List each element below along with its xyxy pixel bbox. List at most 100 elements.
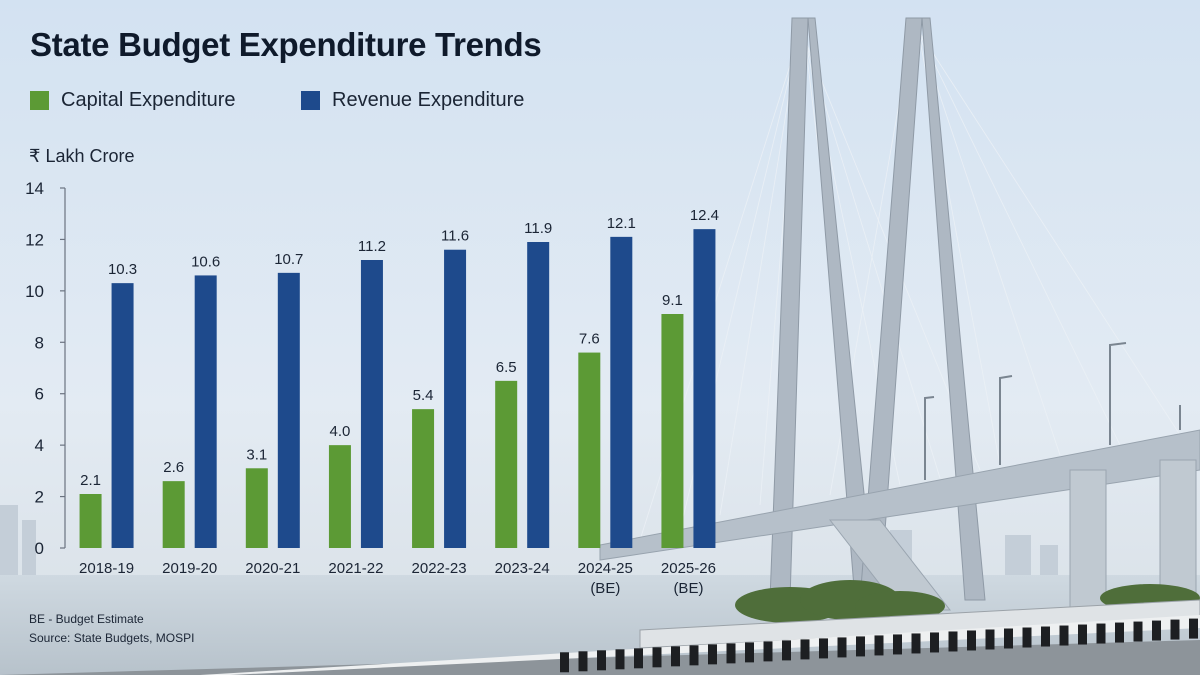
label-capital-6: 7.6	[579, 331, 600, 348]
legend-swatch-revenue	[301, 91, 320, 110]
y-tick-label: 10	[25, 282, 44, 301]
guardrail-post	[837, 637, 847, 658]
bar-revenue-4	[444, 249, 467, 548]
bar-revenue-3	[360, 260, 383, 548]
chart-title: State Budget Expenditure Trends	[30, 26, 542, 63]
guardrail-post	[967, 630, 976, 651]
x-tick-label: 2022-23	[412, 560, 467, 577]
footnote-source: Source: State Budgets, MOSPI	[29, 631, 195, 645]
label-capital-4: 5.4	[413, 387, 434, 404]
y-tick-label: 2	[35, 488, 44, 507]
legend-label-revenue: Revenue Expenditure	[332, 89, 525, 111]
guardrail-post	[1189, 618, 1198, 639]
y-tick-label: 8	[35, 333, 44, 352]
y-axis: 0 2 4 6 8 10 12 14	[25, 179, 66, 558]
guardrail-post	[689, 645, 699, 666]
guardrail-post	[985, 629, 995, 650]
bar-revenue-1	[194, 275, 217, 548]
label-revenue-3: 11.2	[358, 238, 386, 255]
guardrail-post	[1041, 626, 1050, 647]
bar-capital-1	[162, 481, 185, 548]
y-tick-label: 0	[35, 539, 44, 558]
label-revenue-1: 10.6	[191, 253, 220, 270]
y-tick-label: 14	[25, 179, 44, 198]
x-tick-label: (BE)	[673, 580, 703, 597]
x-tick-label: 2021-22	[328, 560, 383, 577]
guardrail-post	[819, 638, 828, 659]
guardrail-post	[1078, 624, 1087, 645]
label-capital-5: 6.5	[496, 359, 517, 376]
label-capital-3: 4.0	[330, 423, 351, 440]
guardrail-post	[930, 632, 939, 653]
legend-label-capital: Capital Expenditure	[61, 89, 236, 111]
bar-capital-4	[412, 409, 435, 548]
label-revenue-0: 10.3	[108, 261, 137, 278]
bar-revenue-2	[277, 272, 300, 548]
label-capital-1: 2.6	[163, 459, 184, 476]
x-tick-label: 2023-24	[495, 560, 550, 577]
guardrail-post	[1096, 623, 1106, 644]
guardrail-post	[615, 649, 625, 670]
label-capital-7: 9.1	[662, 292, 683, 309]
guardrail-post	[726, 643, 736, 664]
bar-capital-6	[578, 352, 601, 548]
guardrail-post	[782, 640, 791, 661]
guardrail-post	[745, 642, 754, 663]
footnotes: BE - Budget Estimate Source: State Budge…	[29, 610, 194, 648]
y-tick-label: 12	[25, 230, 44, 249]
guardrail-post	[1059, 625, 1069, 646]
guardrail-post	[1152, 620, 1161, 641]
footnote-be: BE - Budget Estimate	[29, 612, 144, 626]
guardrail-post	[856, 636, 865, 657]
guardrail-post	[560, 652, 569, 673]
guardrail-post	[652, 647, 662, 668]
bar-revenue-5	[527, 242, 550, 548]
label-revenue-4: 11.6	[441, 228, 469, 245]
label-capital-0: 2.1	[80, 472, 101, 489]
x-tick-label: 2020-21	[245, 560, 300, 577]
bar-capital-2	[245, 468, 268, 548]
bars	[79, 229, 716, 548]
guardrail-post	[708, 644, 717, 665]
guardrail-post	[893, 634, 902, 655]
label-revenue-6: 12.1	[607, 215, 636, 232]
guardrail-post	[1133, 621, 1143, 642]
bar-revenue-6	[610, 236, 633, 548]
guardrail-post	[1004, 628, 1013, 649]
label-capital-2: 3.1	[246, 446, 267, 463]
guardrail-post	[1170, 619, 1180, 640]
guardrail-post	[671, 646, 680, 667]
x-tick-label: (BE)	[590, 580, 620, 597]
label-revenue-7: 12.4	[690, 207, 719, 224]
y-tick-label: 6	[35, 385, 44, 404]
bar-revenue-0	[111, 283, 134, 548]
label-revenue-2: 10.7	[274, 251, 303, 268]
legend-swatch-capital	[30, 91, 49, 110]
guardrail-post	[800, 639, 810, 660]
bar-capital-0	[79, 494, 102, 548]
guardrail-post	[948, 631, 958, 652]
x-tick-label: 2025-26	[661, 560, 716, 577]
bar-capital-3	[328, 445, 351, 548]
guardrail-post	[911, 633, 921, 654]
label-revenue-5: 11.9	[524, 220, 552, 237]
guardrail-post	[1115, 622, 1124, 643]
y-tick-label: 4	[35, 436, 44, 455]
bar-revenue-7	[693, 229, 716, 548]
x-tick-label: 2024-25	[578, 560, 633, 577]
legend-item-capital: Capital Expenditure	[30, 89, 236, 112]
y-axis-unit-label: ₹ Lakh Crore	[29, 146, 135, 166]
guardrail-post	[763, 641, 773, 662]
bar-capital-5	[495, 380, 518, 548]
guardrail-post	[597, 650, 606, 671]
x-axis: 2018-19 2019-20 2020-21 2021-22 2022-23 2023-…	[79, 560, 716, 597]
data-labels: 2.1 10.3 2.6 10.6 3.1 10.7 4.0 11.2 5.4 11.6 6.5 11…	[80, 207, 719, 489]
x-tick-label: 2018-19	[79, 560, 134, 577]
guardrail-post	[874, 635, 884, 656]
guardrail-post	[578, 651, 588, 672]
legend-item-revenue: Revenue Expenditure	[301, 89, 524, 112]
bar-capital-7	[661, 314, 684, 548]
x-tick-label: 2019-20	[162, 560, 217, 577]
guardrail-post	[634, 648, 643, 669]
